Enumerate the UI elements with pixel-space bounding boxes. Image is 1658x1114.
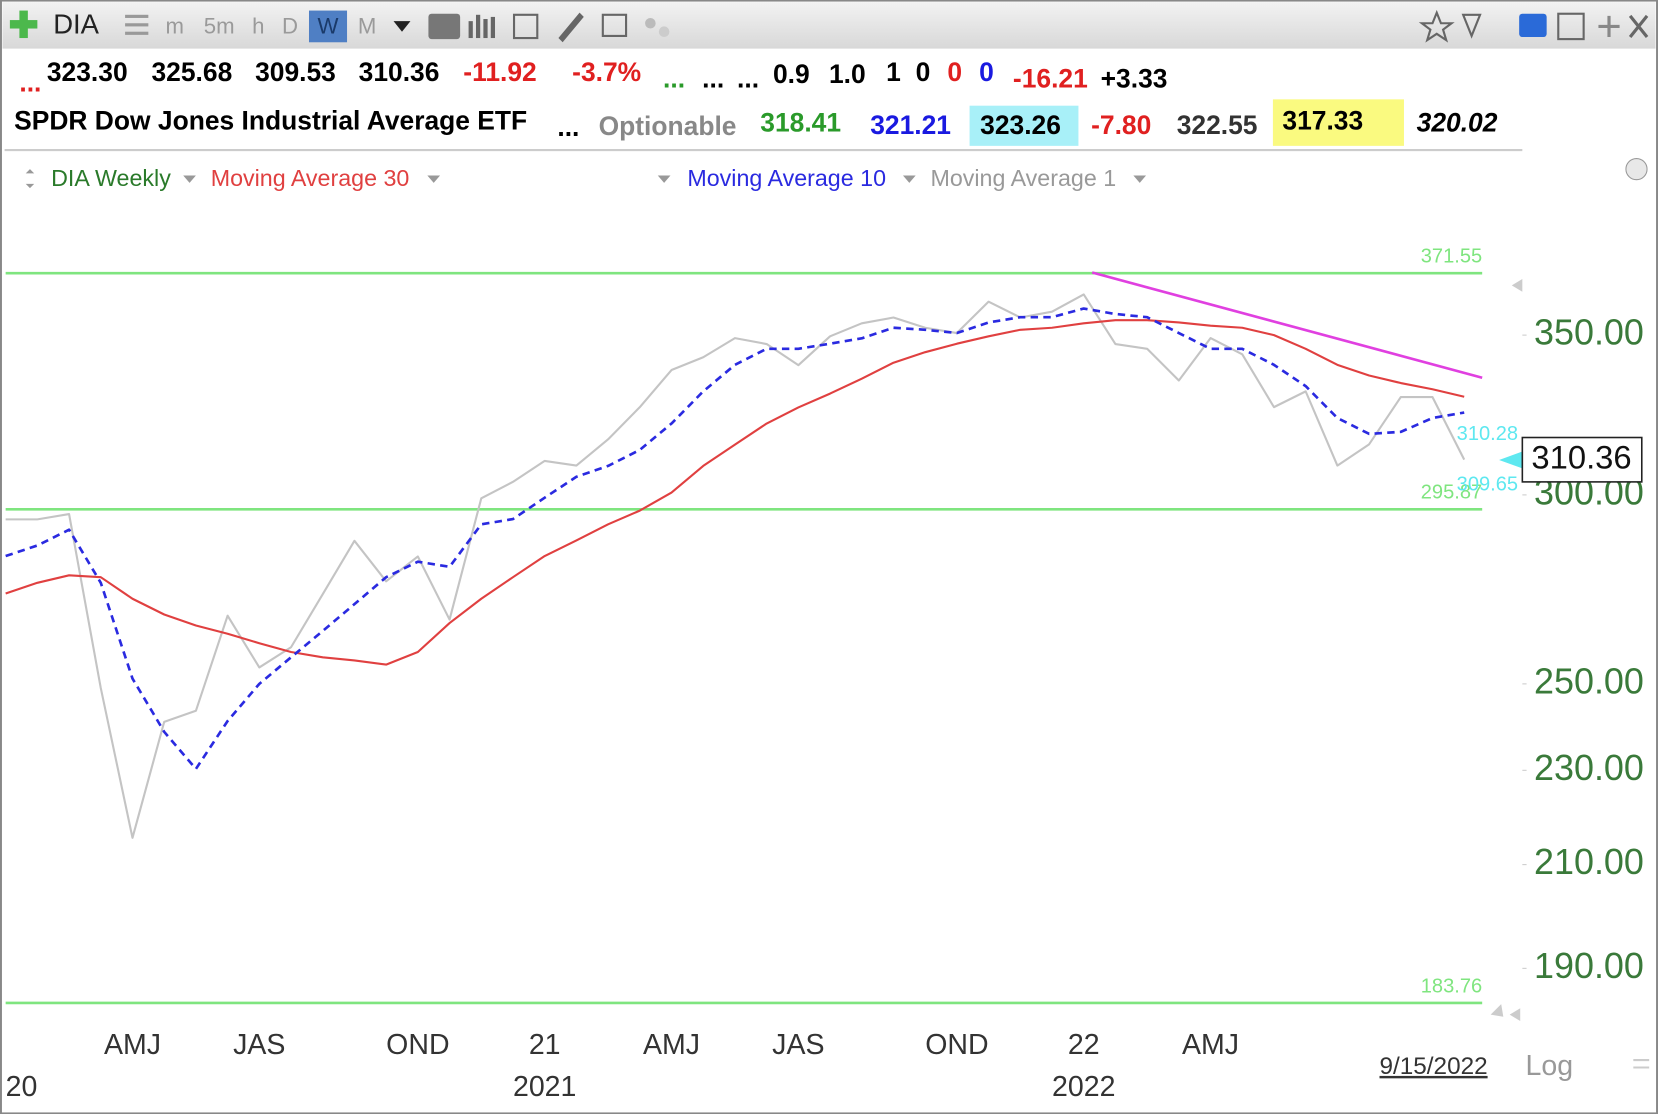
quote-field: ... [19, 68, 41, 98]
trend-line [1091, 271, 1483, 380]
interval[interactable]: M [358, 13, 376, 38]
x-tick-label: OND [925, 1029, 988, 1061]
interval[interactable]: D [282, 13, 298, 38]
x-tick-label: OND [386, 1029, 449, 1061]
info-field: 320.02 [1417, 108, 1498, 138]
x-tick-label: 22 [1068, 1029, 1100, 1061]
ma-marker-label: 310.28 [1457, 423, 1518, 445]
quote-field: +3.33 [1101, 63, 1168, 93]
legend-entry: Moving Average 1 [930, 165, 1116, 191]
info-field: 317.33 [1282, 106, 1363, 136]
quote-field: 0 [916, 57, 931, 87]
quote-field: -16.21 [1013, 63, 1088, 93]
quote-field: 0 [947, 57, 962, 87]
info-row: SPDR Dow Jones Industrial Average ETF ..… [14, 99, 1498, 146]
settings-icon[interactable] [1625, 158, 1648, 181]
legend-entry: Moving Average 10 [687, 165, 886, 191]
interval[interactable]: W [318, 13, 339, 38]
interval[interactable]: h [252, 13, 264, 38]
quote-field: 1.0 [829, 59, 866, 89]
quote-field: 0 [979, 57, 994, 87]
info-field: 321.21 [870, 110, 951, 140]
quote-field: 325.68 [152, 57, 233, 87]
info-field: 323.26 [980, 110, 1061, 140]
legend-entry: Moving Average 30 [211, 165, 410, 191]
y-tick-label: 230.00 [1534, 747, 1644, 788]
year-label: 2021 [513, 1071, 576, 1103]
info-field: -7.80 [1091, 110, 1151, 140]
x-tick-label: 21 [529, 1029, 561, 1061]
level-label: 295.87 [1421, 482, 1482, 504]
last-price-box [1521, 436, 1643, 483]
quote-field: 309.53 [255, 57, 336, 87]
info-field: Optionable [599, 111, 737, 141]
level-label: 371.55 [1421, 246, 1482, 268]
year-label: 2022 [1052, 1071, 1115, 1103]
interval[interactable]: m [166, 13, 184, 38]
x-tick-label: AMJ [1182, 1029, 1239, 1061]
last-price-label: 310.36 [1531, 438, 1631, 475]
y-tick-label: 190.00 [1534, 945, 1644, 986]
quote-field: 310.36 [359, 57, 440, 87]
info-field: 318.41 [760, 108, 841, 138]
scale-toggle[interactable]: Log [1526, 1050, 1574, 1082]
quote-field: ... [737, 63, 759, 93]
quote-field: 323.30 [47, 57, 128, 87]
scroll-arrow[interactable] [1511, 279, 1523, 292]
toolbar-icons[interactable] [428, 9, 1649, 43]
series-line [5, 307, 1465, 771]
quote-field: -3.7% [572, 57, 641, 87]
series-line [5, 319, 1465, 666]
highlight [969, 105, 1079, 146]
x-tick-label: AMJ [643, 1029, 700, 1061]
quote-field: ... [663, 63, 685, 93]
resize-handle[interactable] [1633, 1059, 1650, 1069]
chart-title[interactable]: DIA Weekly [51, 165, 171, 191]
y-tick-label: 250.00 [1534, 660, 1644, 701]
x-tick-label: JAS [233, 1029, 285, 1061]
quote-field: 0.9 [773, 59, 810, 89]
info-field: ... [557, 112, 579, 142]
legend: DIA Weekly [25, 165, 1147, 191]
quote-field: 1 [886, 57, 901, 87]
year-label: 20 [6, 1071, 38, 1103]
series-line [5, 293, 1466, 839]
toolbar [2, 2, 1656, 49]
ma-marker [1499, 451, 1523, 469]
info-field: 322.55 [1177, 110, 1258, 140]
highlight [1272, 99, 1404, 146]
zoom-arrows[interactable] [1490, 1004, 1521, 1021]
x-tick-label: JAS [772, 1029, 824, 1061]
date-label[interactable]: 9/15/2022 [1380, 1053, 1488, 1080]
interval[interactable]: 5m [204, 13, 235, 38]
symbol[interactable]: DIA [53, 9, 99, 40]
quote-row: ... 323.30 325.68 309.53 310.36 -11.92 -… [19, 57, 1167, 98]
quote-field: -11.92 [463, 57, 536, 87]
level-label: 183.76 [1421, 975, 1482, 997]
x-tick-label: AMJ [104, 1029, 161, 1061]
y-tick-label: 210.00 [1534, 841, 1644, 882]
interval-selected [308, 10, 348, 43]
y-tick-label: 350.00 [1534, 312, 1644, 353]
ma-marker-label: 309.65 [1457, 474, 1518, 496]
add-icon[interactable] [9, 10, 38, 39]
quote-field: ... [702, 63, 724, 93]
security-name: SPDR Dow Jones Industrial Average ETF [14, 106, 527, 136]
dropdown-arrow[interactable] [393, 21, 411, 32]
menu-icon[interactable] [125, 14, 149, 35]
